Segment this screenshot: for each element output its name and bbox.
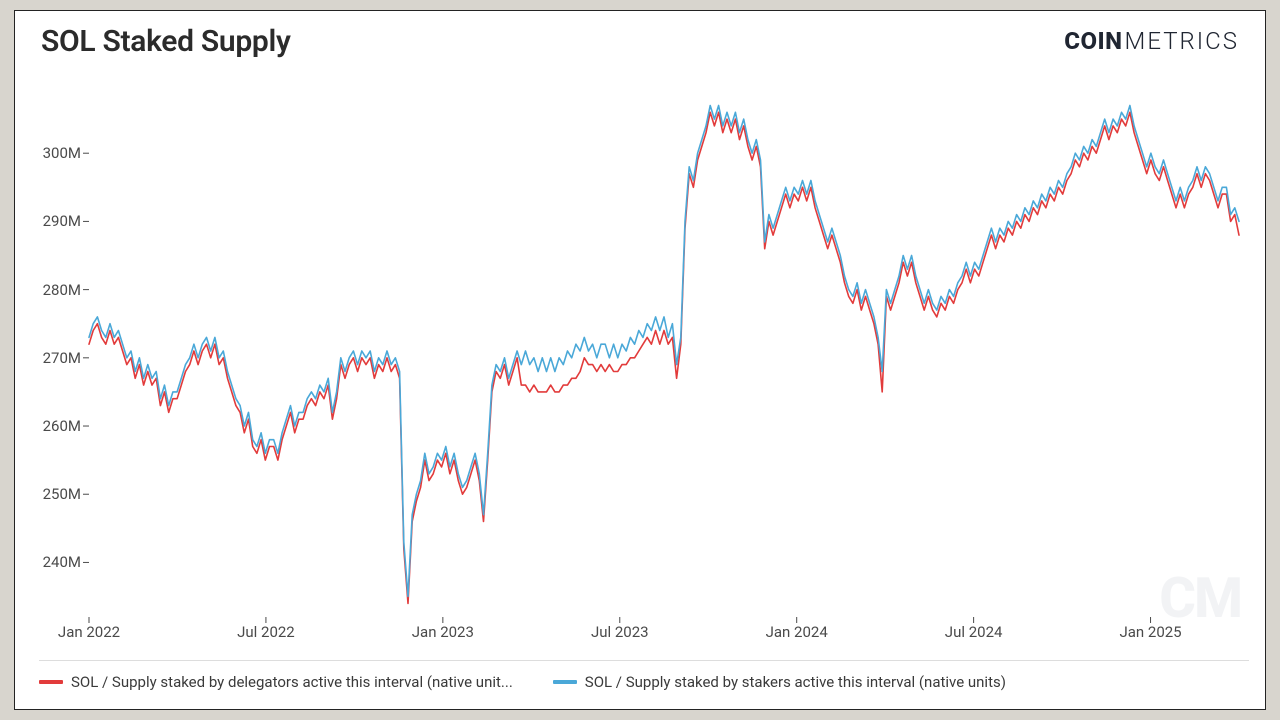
legend-item-delegators: SOL / Supply staked by delegators active… <box>39 673 513 691</box>
legend-swatch-stakers <box>553 680 577 684</box>
y-tick-label: 240M <box>43 553 81 571</box>
x-tick-label: Jan 2022 <box>58 623 120 641</box>
legend-label-stakers: SOL / Supply staked by stakers active th… <box>585 673 1006 691</box>
y-tick-label: 290M <box>43 212 81 230</box>
x-tick-label: Jan 2025 <box>1119 623 1181 641</box>
chart-svg <box>89 85 1239 617</box>
legend-swatch-delegators <box>39 680 63 684</box>
plot-area <box>89 85 1239 617</box>
y-tick-label: 300M <box>43 144 81 162</box>
brand-metrics-text: METRICS <box>1125 27 1239 55</box>
x-tick-label: Jan 2023 <box>412 623 474 641</box>
y-tick-label: 250M <box>43 485 81 503</box>
chart-title: SOL Staked Supply <box>41 24 291 59</box>
chart-header: SOL Staked Supply COIN METRICS <box>15 11 1265 71</box>
legend-label-delegators: SOL / Supply staked by delegators active… <box>71 673 513 691</box>
legend-item-stakers: SOL / Supply staked by stakers active th… <box>553 673 1006 691</box>
y-tick-label: 260M <box>43 417 81 435</box>
y-tick-label: 280M <box>43 281 81 299</box>
y-tick-label: 270M <box>43 349 81 367</box>
x-tick-label: Jan 2024 <box>766 623 828 641</box>
series-stakers <box>89 106 1239 597</box>
brand-logo: COIN METRICS <box>1064 27 1239 55</box>
legend: SOL / Supply staked by delegators active… <box>39 660 1249 691</box>
x-tick-label: Jul 2022 <box>237 623 295 641</box>
series-delegators <box>89 112 1239 603</box>
x-tick-label: Jul 2023 <box>591 623 649 641</box>
brand-coin-text: COIN <box>1064 27 1122 55</box>
chart-card: SOL Staked Supply COIN METRICS CM 240M25… <box>14 10 1266 710</box>
x-tick-label: Jul 2024 <box>945 623 1003 641</box>
